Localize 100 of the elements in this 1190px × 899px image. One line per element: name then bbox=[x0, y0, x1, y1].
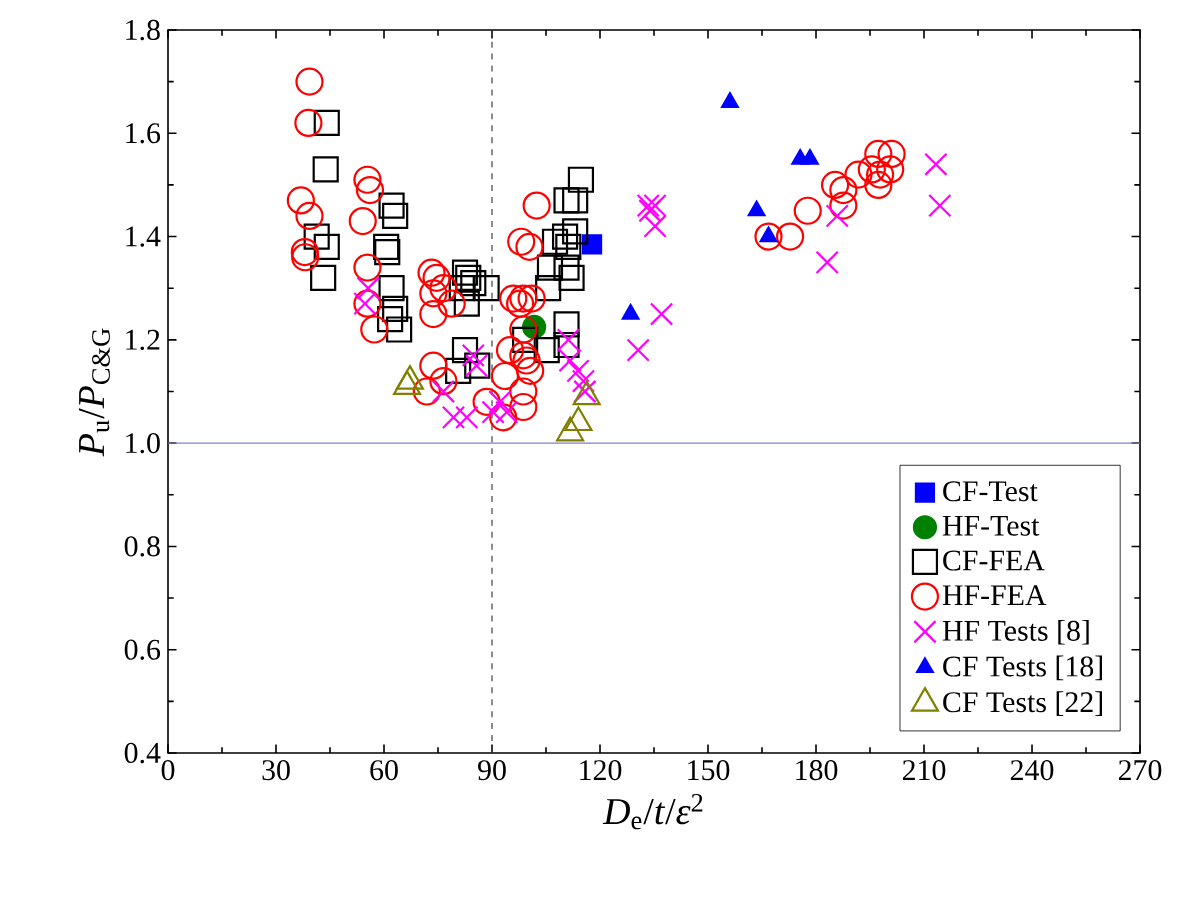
point bbox=[353, 165, 382, 194]
point bbox=[455, 264, 482, 291]
point bbox=[429, 274, 458, 303]
point bbox=[558, 264, 585, 291]
point bbox=[461, 343, 485, 368]
point bbox=[844, 160, 873, 189]
point bbox=[445, 357, 472, 384]
x-tick-label: 120 bbox=[580, 760, 622, 781]
point bbox=[353, 253, 382, 282]
point bbox=[643, 193, 667, 218]
x-tick-label: 150 bbox=[688, 760, 730, 781]
point bbox=[877, 139, 906, 169]
legend-label: CF-Test bbox=[943, 481, 1038, 502]
point bbox=[377, 306, 404, 333]
point bbox=[453, 290, 480, 317]
x-tick-label: 30 bbox=[262, 760, 290, 781]
point bbox=[353, 289, 382, 318]
legend-label: CF Tests [18] bbox=[943, 655, 1102, 681]
x-tick-label: 210 bbox=[902, 760, 946, 781]
legend-label: HF-FEA bbox=[942, 585, 1047, 605]
point bbox=[294, 108, 323, 138]
point bbox=[382, 295, 409, 322]
point bbox=[441, 405, 466, 430]
point bbox=[431, 379, 456, 404]
point bbox=[437, 289, 466, 318]
point bbox=[451, 337, 479, 364]
x-tick-label: 270 bbox=[1118, 760, 1162, 781]
point bbox=[507, 227, 536, 256]
point bbox=[636, 193, 660, 218]
point bbox=[820, 170, 850, 200]
point bbox=[815, 250, 839, 275]
point bbox=[535, 275, 562, 302]
point bbox=[295, 67, 324, 96]
point bbox=[495, 336, 525, 365]
point bbox=[638, 199, 662, 223]
point bbox=[567, 166, 595, 193]
point bbox=[374, 238, 401, 266]
point bbox=[571, 369, 596, 393]
point bbox=[512, 326, 539, 353]
point bbox=[509, 284, 538, 313]
y-tick-label: 0.4 bbox=[124, 742, 161, 764]
y-tick-label: 1.4 bbox=[126, 226, 161, 247]
point bbox=[348, 206, 377, 236]
x-tick-label: 240 bbox=[1010, 760, 1054, 781]
point bbox=[509, 341, 538, 370]
x-tick-label: 180 bbox=[796, 760, 838, 781]
y-tick-label: 0.6 bbox=[124, 639, 161, 660]
point bbox=[553, 254, 580, 281]
point bbox=[429, 367, 458, 396]
point bbox=[295, 201, 324, 231]
point bbox=[558, 348, 582, 373]
x-axis-title: D$_{e}$/t/ε$^{2}$ bbox=[602, 793, 703, 830]
point bbox=[555, 233, 582, 260]
point bbox=[864, 139, 893, 169]
point bbox=[509, 315, 538, 344]
point bbox=[419, 351, 448, 380]
point bbox=[551, 223, 579, 250]
point bbox=[562, 218, 589, 245]
point bbox=[499, 284, 528, 313]
point bbox=[488, 390, 512, 414]
y-tick-label: 1.6 bbox=[126, 123, 161, 144]
point bbox=[417, 258, 446, 287]
point bbox=[353, 291, 377, 316]
point bbox=[509, 377, 538, 406]
point bbox=[829, 175, 858, 205]
point bbox=[536, 254, 564, 281]
point bbox=[643, 214, 667, 238]
point bbox=[562, 187, 589, 214]
y-tick-label: 0.8 bbox=[124, 536, 160, 557]
point bbox=[448, 275, 475, 302]
point bbox=[313, 109, 340, 137]
point bbox=[626, 338, 650, 362]
point bbox=[419, 279, 448, 308]
legend-label: CF-FEA bbox=[943, 550, 1045, 571]
point bbox=[649, 302, 674, 326]
point bbox=[313, 233, 340, 260]
point bbox=[522, 191, 551, 220]
point bbox=[864, 170, 893, 200]
point bbox=[829, 191, 858, 220]
point bbox=[386, 316, 413, 343]
point bbox=[286, 186, 315, 215]
point bbox=[581, 234, 603, 255]
point bbox=[455, 405, 479, 430]
point bbox=[378, 275, 405, 302]
point bbox=[553, 331, 580, 359]
y-axis-title: P$_{u}$/P$_{C&G}$ bbox=[78, 328, 110, 457]
x-tick-label: 90 bbox=[478, 760, 506, 781]
point bbox=[355, 175, 385, 205]
point bbox=[928, 193, 952, 218]
point bbox=[422, 263, 451, 292]
point bbox=[865, 160, 895, 189]
point bbox=[490, 361, 520, 391]
point bbox=[515, 232, 544, 261]
y-tick-label: 1.2 bbox=[126, 329, 160, 350]
x-tick-label: 0 bbox=[161, 760, 175, 781]
point bbox=[412, 377, 441, 406]
point bbox=[512, 346, 541, 375]
point bbox=[489, 403, 518, 432]
point bbox=[360, 315, 389, 344]
point bbox=[303, 223, 330, 250]
